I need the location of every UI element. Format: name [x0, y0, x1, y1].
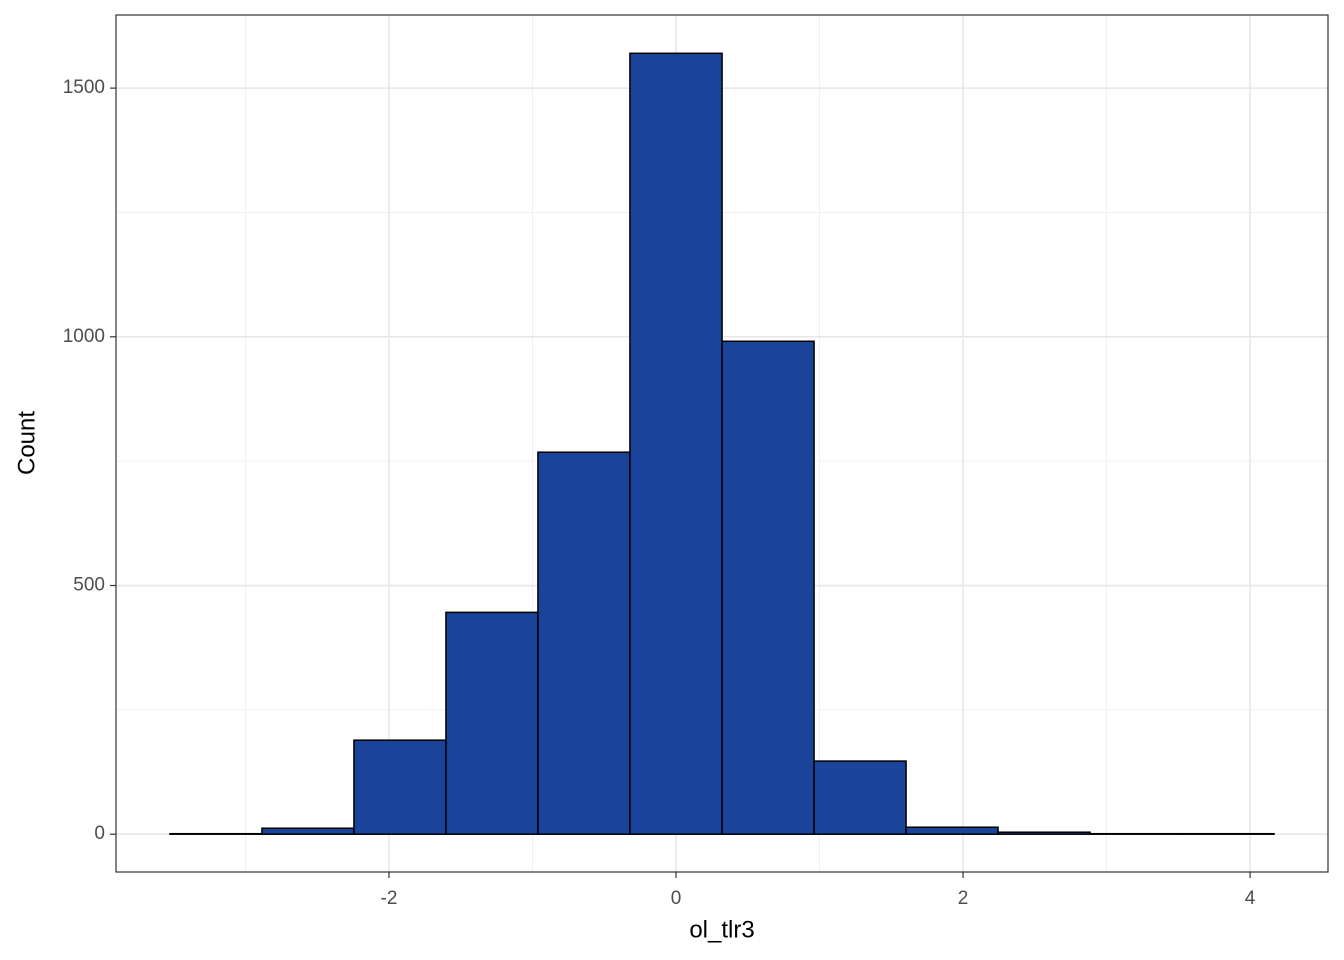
x-tick-label: -2 — [381, 888, 398, 909]
x-tick-label: 0 — [671, 888, 682, 909]
bar — [997, 831, 1091, 835]
bar — [445, 611, 539, 835]
y-tick-label: 0 — [94, 823, 105, 844]
y-tick-label: 1000 — [63, 326, 105, 347]
bar — [353, 739, 447, 835]
bar — [905, 826, 999, 835]
x-tick-label: 4 — [1245, 888, 1256, 909]
panel-border — [115, 14, 1329, 873]
x-axis-title: ol_tlr3 — [689, 916, 754, 943]
bar — [261, 827, 355, 835]
y-axis-title: Count — [13, 411, 40, 475]
bar — [629, 52, 723, 835]
y-tick-label: 1500 — [63, 77, 105, 98]
bars — [169, 52, 1275, 835]
bar — [537, 451, 631, 835]
bar — [721, 340, 815, 835]
bar — [813, 760, 907, 835]
y-tick-label: 500 — [73, 575, 105, 596]
x-tick-label: 2 — [958, 888, 969, 909]
